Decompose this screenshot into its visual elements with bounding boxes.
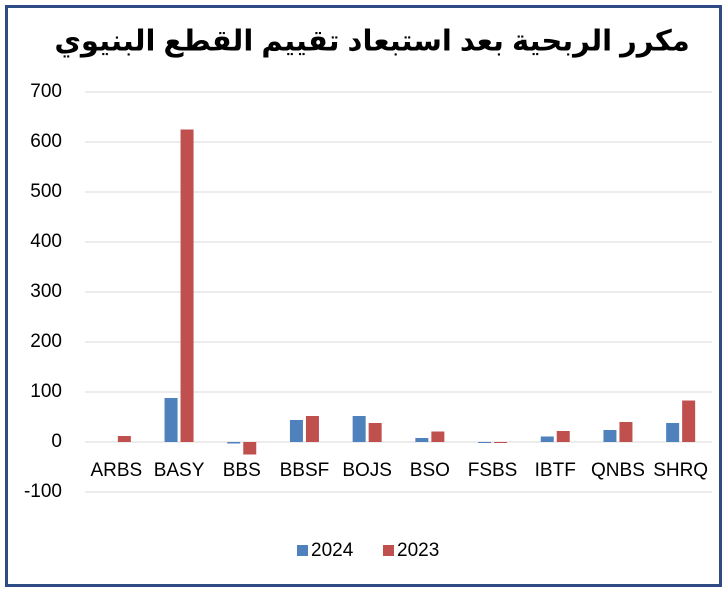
bar	[305, 416, 319, 442]
bar	[556, 431, 570, 442]
y-tick-label: 400	[30, 231, 62, 252]
legend-swatch	[383, 545, 394, 556]
x-tick-label: BOJS	[342, 460, 392, 481]
bar	[478, 442, 492, 443]
bar	[352, 416, 366, 442]
chart-title: مكرر الربحية بعد استبعاد تقييم القطع الب…	[54, 26, 689, 58]
y-tick-label: -100	[24, 481, 62, 502]
x-tick-label: BBS	[223, 460, 261, 481]
x-tick-label: FSBS	[468, 460, 518, 481]
x-tick-label: BASY	[154, 460, 205, 481]
bar	[431, 431, 445, 442]
bar	[619, 422, 633, 442]
x-tick-label: BBSF	[280, 460, 330, 481]
bar	[117, 436, 131, 442]
x-tick-label: IBTF	[535, 460, 576, 481]
bar	[682, 400, 696, 442]
x-tick-label: BSO	[410, 460, 450, 481]
y-tick-label: 100	[30, 381, 62, 402]
y-tick-label: 200	[30, 331, 62, 352]
bar	[227, 442, 241, 444]
legend-label: 2024	[311, 540, 354, 561]
bar	[666, 423, 680, 442]
bar	[415, 438, 429, 442]
legend-swatch	[297, 545, 308, 556]
bar	[243, 442, 257, 455]
y-tick-label: 500	[30, 181, 62, 202]
bar	[164, 398, 178, 442]
legend-label: 2023	[397, 540, 439, 561]
bar	[289, 420, 303, 442]
x-tick-label: SHRQ	[653, 460, 708, 481]
y-tick-label: 600	[30, 131, 62, 152]
chart-frame	[5, 5, 722, 587]
bar	[368, 423, 382, 442]
y-tick-label: 700	[30, 81, 62, 102]
bar	[603, 430, 617, 442]
bar	[494, 442, 508, 443]
bar	[540, 436, 554, 442]
x-tick-label: ARBS	[90, 460, 142, 481]
y-tick-label: 0	[51, 431, 62, 452]
y-tick-label: 300	[30, 281, 62, 302]
x-tick-label: QNBS	[591, 460, 645, 481]
bar	[180, 129, 194, 442]
